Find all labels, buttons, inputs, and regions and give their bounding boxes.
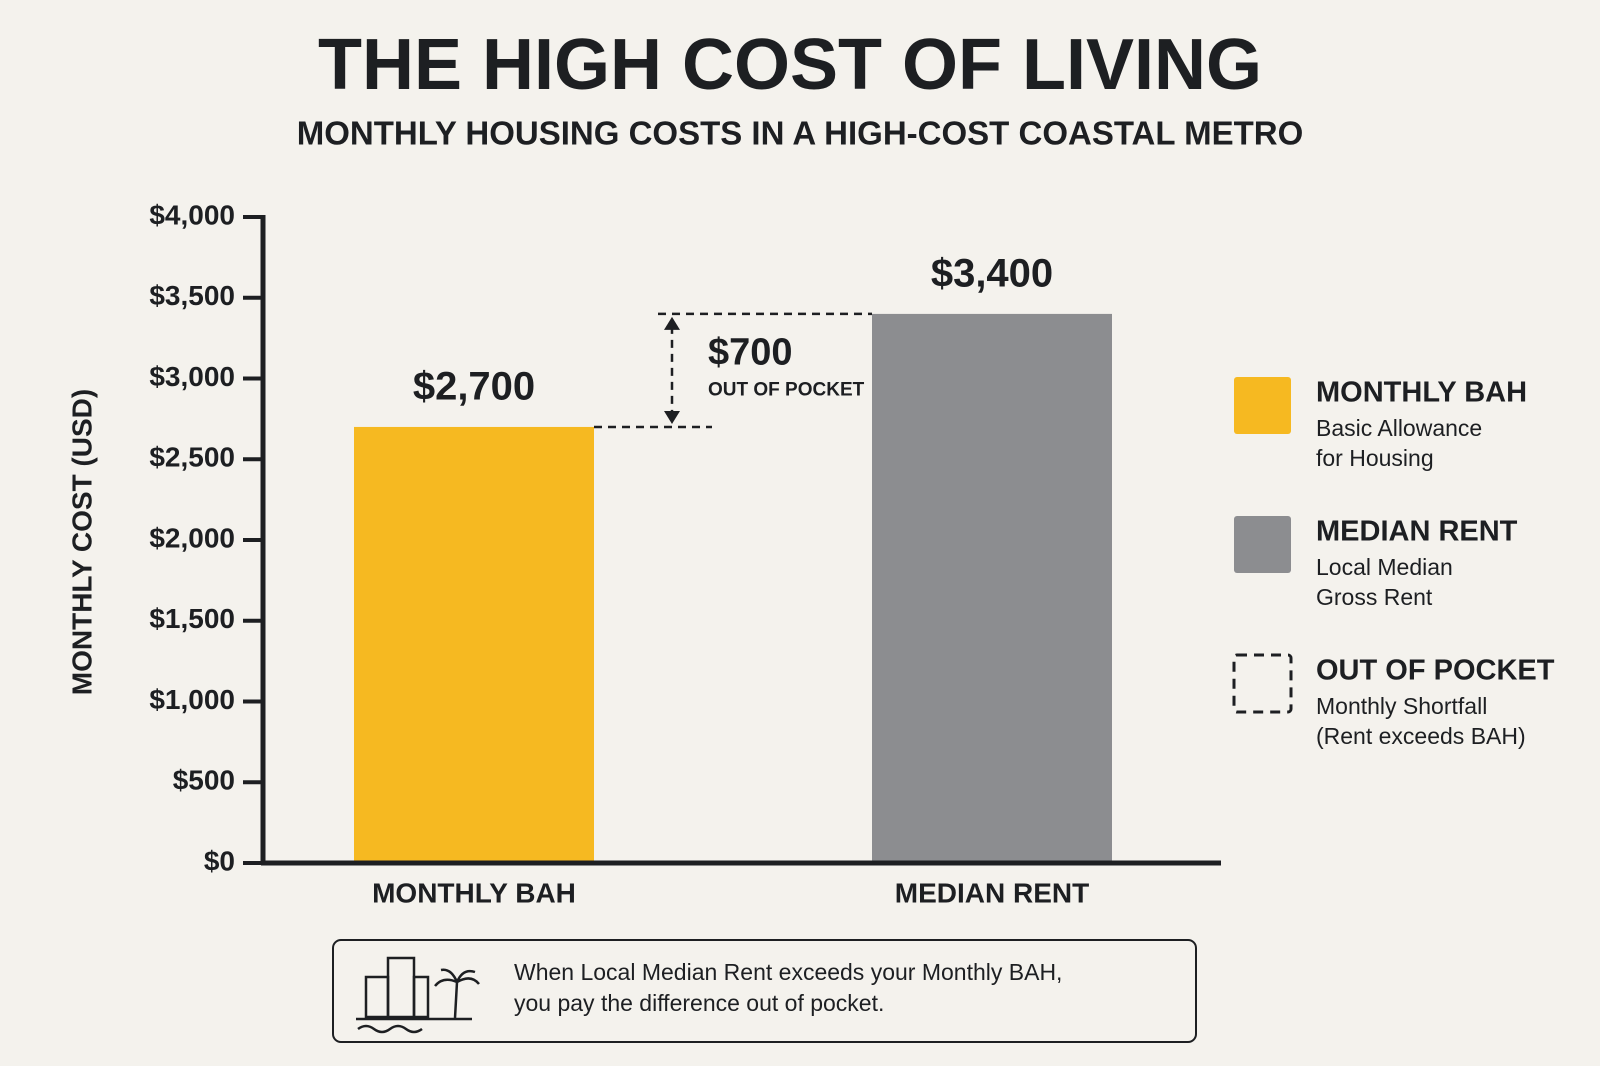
bar — [872, 313, 1112, 863]
y-axis-label: MONTHLY COST (USD) — [66, 389, 97, 695]
y-tick-label: $2,000 — [149, 522, 235, 553]
legend-desc: Local Median — [1316, 554, 1453, 580]
note-box — [332, 939, 1197, 1043]
y-tick-label: $1,500 — [149, 603, 235, 634]
note-text: you pay the difference out of pocket. — [514, 990, 884, 1016]
x-tick-label: MONTHLY BAH — [372, 877, 576, 908]
note-text: When Local Median Rent exceeds your Mont… — [514, 959, 1062, 985]
y-tick-label: $2,500 — [149, 442, 235, 473]
bar — [354, 426, 594, 863]
legend-swatch — [1232, 653, 1293, 714]
legend-name: MONTHLY BAH — [1316, 377, 1527, 409]
legend-desc: (Rent exceeds BAH) — [1316, 723, 1526, 749]
gap-label: $700 — [708, 331, 793, 373]
y-tick-label: $4,000 — [149, 199, 235, 230]
legend-desc: Gross Rent — [1316, 584, 1433, 610]
legend-desc: Basic Allowance — [1316, 415, 1482, 441]
arrow-head — [664, 316, 680, 330]
value-label: $3,400 — [931, 251, 1053, 295]
y-tick-label: $500 — [173, 765, 235, 796]
chart-subtitle: MONTHLY HOUSING COSTS IN A HIGH-COST COA… — [297, 115, 1304, 152]
gap-note: OUT OF POCKET — [708, 379, 865, 400]
legend-desc: for Housing — [1316, 445, 1434, 471]
chart-title: THE HIGH COST OF LIVING — [318, 25, 1262, 105]
y-tick-label: $0 — [204, 845, 235, 876]
y-tick-label: $3,000 — [149, 361, 235, 392]
legend-desc: Monthly Shortfall — [1316, 693, 1487, 719]
value-label: $2,700 — [413, 365, 535, 409]
x-tick-label: MEDIAN RENT — [895, 877, 1089, 908]
city-icon — [356, 956, 480, 1034]
legend-name: OUT OF POCKET — [1316, 655, 1555, 687]
y-tick-label: $1,000 — [149, 684, 235, 715]
legend-name: MEDIAN RENT — [1316, 516, 1518, 548]
legend-swatch — [1234, 516, 1291, 573]
y-tick-label: $3,500 — [149, 280, 235, 311]
arrow-head — [664, 410, 680, 424]
legend-swatch — [1234, 377, 1291, 434]
